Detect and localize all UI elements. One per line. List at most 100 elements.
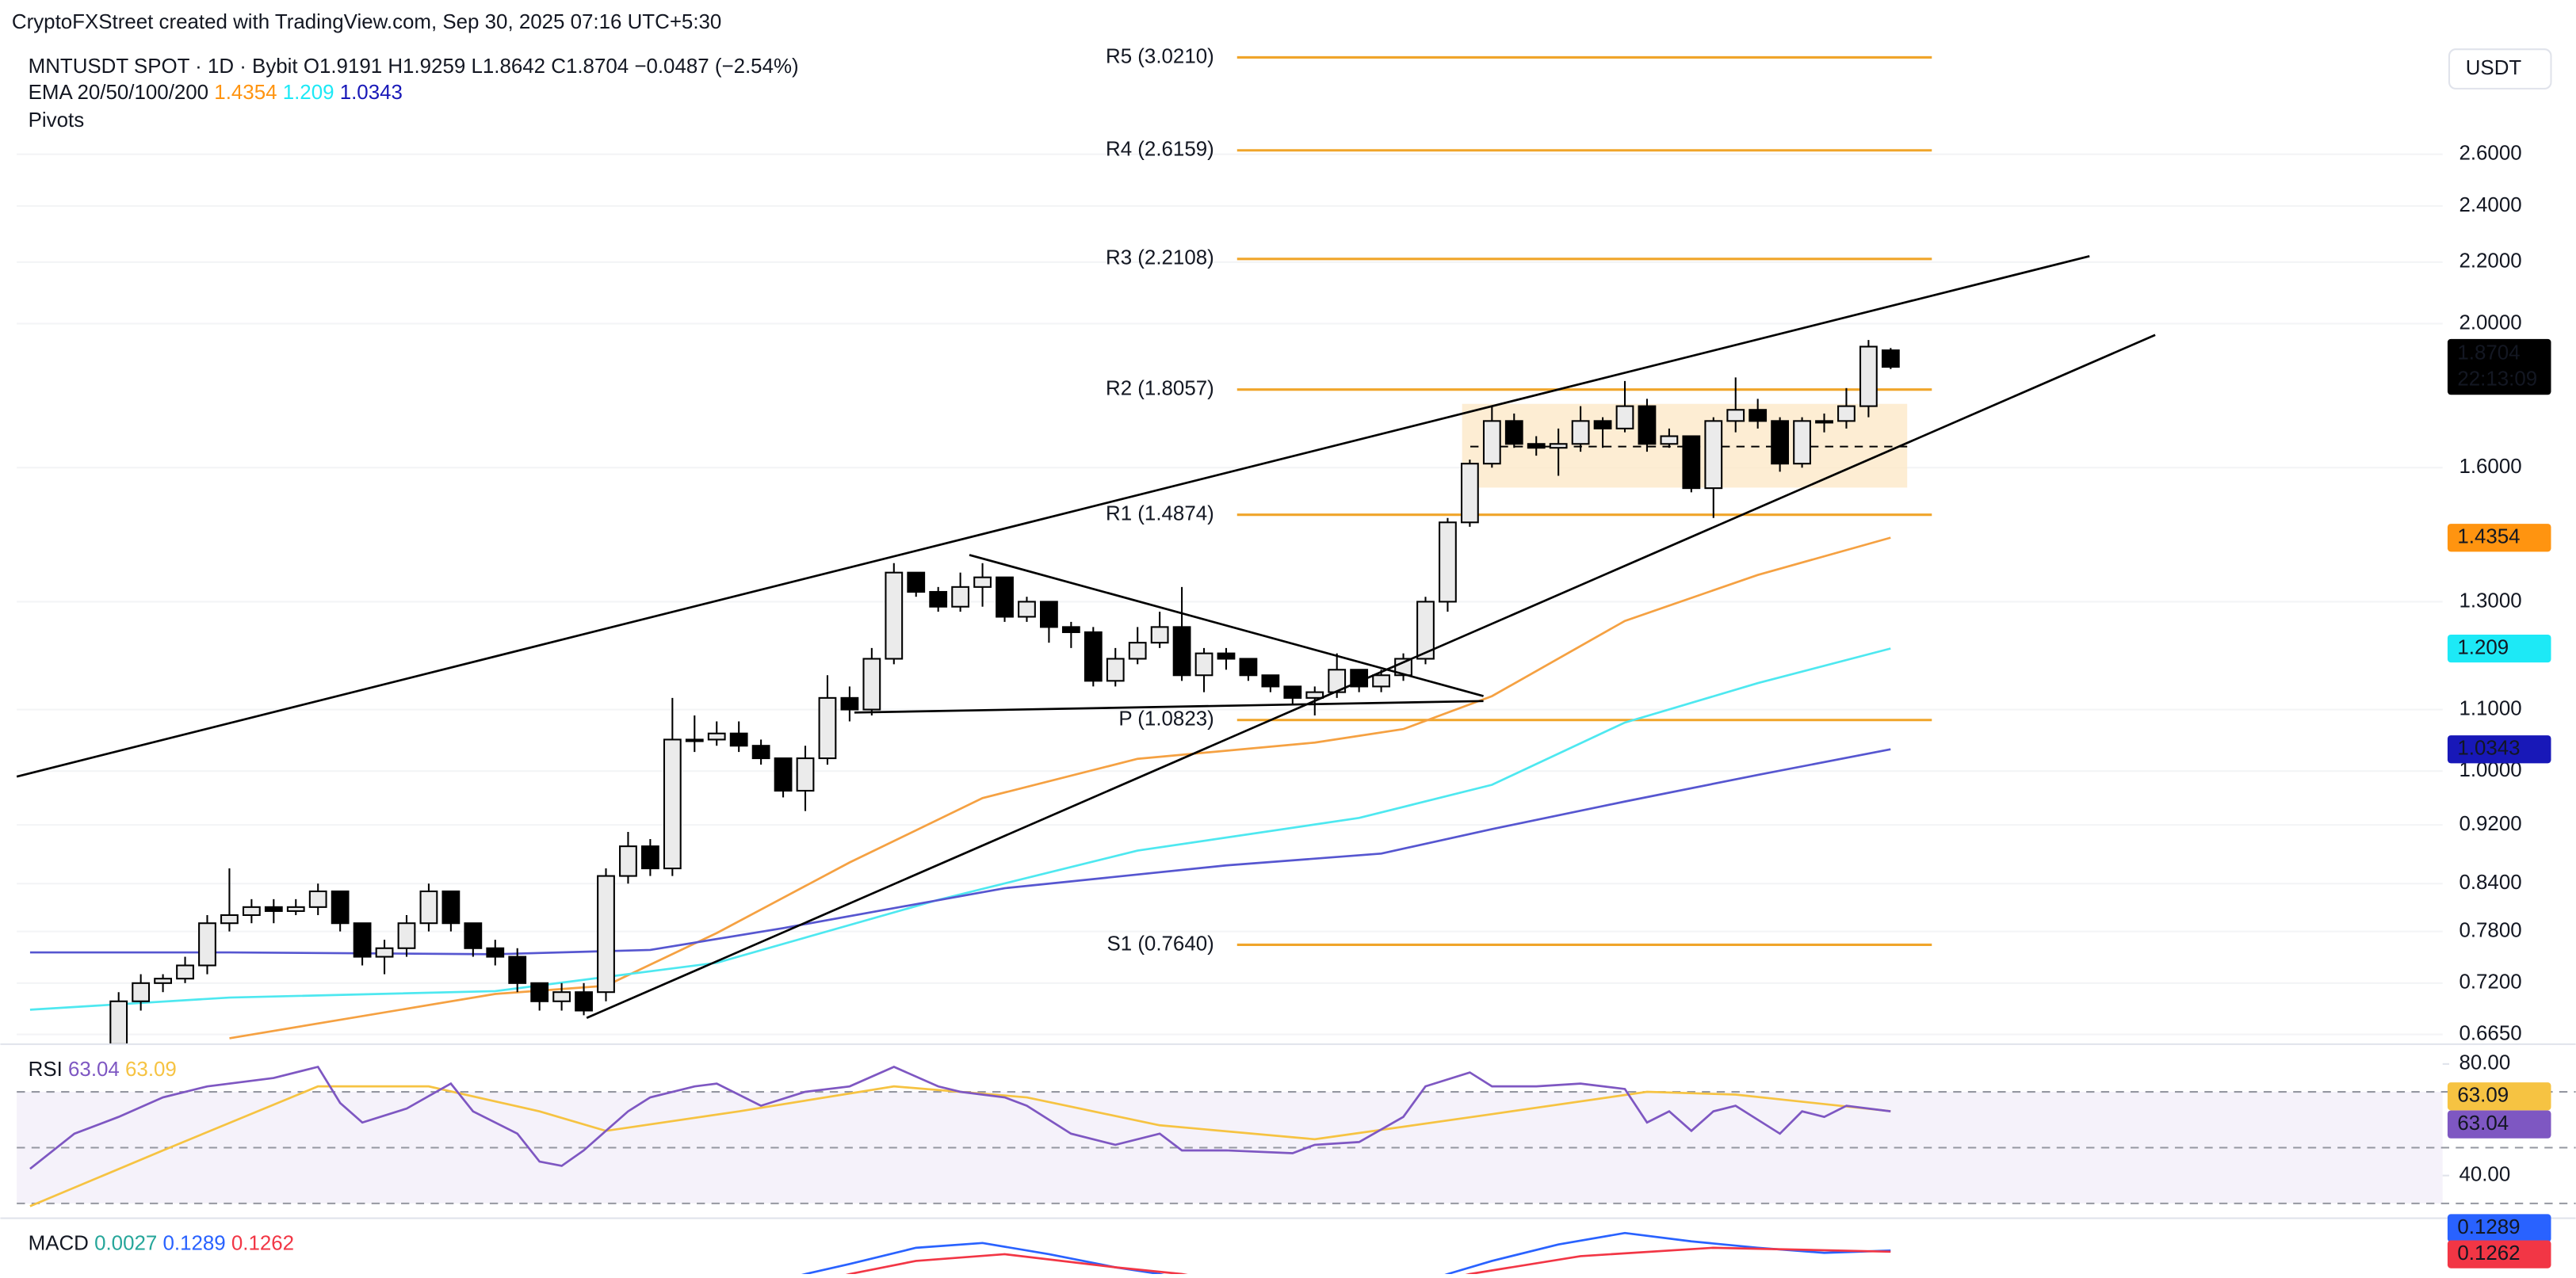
pivot-label: P (1.0823)	[1118, 708, 1213, 731]
candle-body	[1749, 409, 1768, 422]
rsi-label: RSI	[29, 1059, 63, 1081]
ohlc: O1.9191	[304, 55, 382, 78]
candle-body	[1859, 345, 1878, 407]
candle-body	[464, 922, 483, 949]
candle-body	[1040, 601, 1058, 628]
price-tag	[2447, 1214, 2551, 1242]
price-tag	[2447, 1082, 2551, 1111]
price-tag-label: 63.09	[2457, 1085, 2509, 1107]
candle-body	[1084, 631, 1103, 682]
candle-body	[375, 947, 394, 958]
candle-body	[1128, 642, 1147, 660]
y-tick-label: 0.6650	[2459, 1022, 2521, 1044]
candle-body	[154, 978, 172, 984]
candle-body	[1416, 601, 1435, 660]
y-tick-label: 2.6000	[2459, 143, 2521, 165]
rsi-pane	[17, 1065, 2576, 1207]
candle-body	[1615, 405, 1634, 429]
macd-pane	[801, 1231, 1891, 1275]
ohlc: C1.8704	[551, 55, 629, 78]
candle-body	[1549, 443, 1568, 449]
candle-body	[552, 991, 571, 1002]
candle-body	[1793, 420, 1811, 465]
candle-body	[840, 696, 859, 711]
ema-line	[229, 536, 1891, 1040]
candle-body	[419, 890, 438, 925]
candle-body	[331, 890, 350, 925]
candle-body	[862, 658, 881, 711]
candle-body	[996, 576, 1014, 618]
candle-body	[1682, 435, 1701, 490]
pivot-label: R1 (1.4874)	[1106, 503, 1214, 525]
price-tag	[2447, 524, 2551, 552]
pivot-label: S1 (0.7640)	[1106, 933, 1213, 955]
candle-body	[1106, 658, 1125, 682]
ema-value: 1.4354	[214, 82, 277, 104]
pivots-legend: Pivots	[29, 109, 85, 132]
candle-body	[1482, 420, 1501, 465]
upper-trendline	[16, 254, 2090, 778]
candle-body	[575, 991, 593, 1012]
candle-body	[486, 947, 505, 958]
candle-body	[1704, 420, 1723, 490]
pivot-label: R3 (2.2108)	[1106, 247, 1214, 269]
candle-body	[353, 922, 372, 958]
y-tick-label: 1.1000	[2459, 697, 2521, 719]
candle-body	[619, 845, 637, 877]
y-tick-label: 2.4000	[2459, 194, 2521, 216]
macd-value: 0.1289	[162, 1233, 225, 1255]
triangle-lower	[854, 700, 1484, 714]
macd-line	[845, 1246, 1891, 1275]
price-tag-label: 63.04	[2457, 1112, 2509, 1135]
price-tag-label: 0.1289	[2457, 1216, 2520, 1238]
rsi-legend: RSI 63.04 63.09	[29, 1059, 177, 1081]
price-tag	[2447, 735, 2551, 764]
candle-body	[774, 757, 793, 792]
candle-body	[242, 906, 261, 917]
y-tick-label: 2.2000	[2459, 250, 2521, 273]
candle-body	[1593, 420, 1612, 429]
candle-body	[973, 576, 992, 588]
candle-body	[1815, 420, 1833, 424]
candle-body	[286, 906, 305, 912]
grid	[17, 153, 2443, 1036]
ohlc: L1.8642	[471, 55, 545, 78]
ema-label: EMA 20/50/100/200	[29, 82, 208, 104]
candle-body	[885, 571, 904, 660]
macd-line	[801, 1231, 1891, 1275]
price-tag	[2447, 1240, 2551, 1268]
price-tag	[2447, 338, 2551, 395]
ema-value: 1.0343	[340, 82, 403, 104]
ohlc: H1.9259	[388, 55, 465, 78]
triangle-upper	[969, 554, 1484, 697]
candle-body	[818, 696, 837, 760]
candle-body	[109, 1000, 128, 1044]
pivot-label: R2 (1.8057)	[1106, 378, 1214, 400]
macd-hist: 0.0027	[94, 1233, 157, 1255]
pivot-label: R5 (3.0210)	[1106, 45, 1214, 67]
rsi-tick-label: 40.00	[2459, 1164, 2510, 1186]
candle-body	[1460, 463, 1479, 524]
main-pane	[29, 55, 1932, 1044]
candle-body	[1283, 685, 1302, 699]
price-tag	[2447, 1110, 2551, 1139]
candle-body	[1018, 601, 1036, 618]
symbol: MNTUSDT SPOT · 1D · Bybit	[29, 55, 298, 78]
candle-body	[663, 738, 682, 870]
candle-body	[530, 982, 549, 1002]
candle-body	[1194, 652, 1213, 677]
candle-body	[729, 732, 748, 747]
candle-body	[1261, 674, 1280, 688]
candle-body	[1239, 658, 1258, 677]
candle-body	[1527, 443, 1546, 449]
candle-body	[1305, 691, 1324, 699]
candle-body	[1439, 521, 1457, 603]
candle-body	[1504, 420, 1523, 445]
candle-body	[264, 906, 283, 912]
candle-body	[907, 571, 926, 593]
y-tick-label: 0.8400	[2459, 872, 2521, 894]
candle-body	[308, 890, 327, 908]
candle-body	[1372, 674, 1390, 688]
rsi-value: 63.04	[68, 1059, 120, 1081]
candle-body	[1571, 420, 1590, 445]
